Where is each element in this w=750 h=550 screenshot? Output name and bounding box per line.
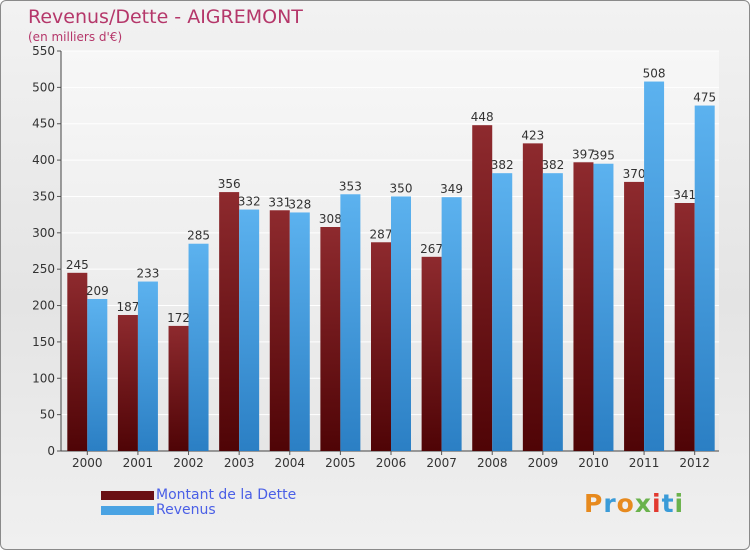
x-tick-label: 2002 xyxy=(173,456,204,470)
data-label-dette: 308 xyxy=(319,212,342,226)
bar-dette xyxy=(522,143,543,451)
bar-dette xyxy=(421,256,442,451)
bar-dette xyxy=(320,227,341,451)
y-tick-label: 400 xyxy=(32,153,55,167)
x-tick-label: 2004 xyxy=(274,456,305,470)
y-tick-label: 350 xyxy=(32,189,55,203)
bar-revenus xyxy=(239,209,260,451)
data-label-revenus: 382 xyxy=(541,158,564,172)
bar-revenus xyxy=(542,173,563,451)
bar-revenus xyxy=(593,163,614,451)
data-label-revenus: 233 xyxy=(136,267,159,281)
data-label-revenus: 349 xyxy=(440,182,463,196)
data-label-dette: 267 xyxy=(420,242,443,256)
y-tick-label: 150 xyxy=(32,335,55,349)
x-tick-label: 2001 xyxy=(123,456,154,470)
bar-revenus xyxy=(340,194,361,452)
logo-letter: i xyxy=(674,489,685,518)
bar-dette xyxy=(168,325,189,451)
proxiti-logo: Proxiti xyxy=(584,489,684,518)
legend-label-dette: Montant de la Dette xyxy=(156,487,297,503)
data-label-dette: 356 xyxy=(218,177,241,191)
y-tick-label: 0 xyxy=(47,444,55,458)
bar-revenus xyxy=(391,196,411,451)
data-label-dette: 187 xyxy=(116,300,139,314)
bar-revenus xyxy=(694,105,715,451)
x-tick-label: 2012 xyxy=(679,456,710,470)
y-tick-label: 250 xyxy=(32,262,55,276)
logo-letter: x xyxy=(634,489,652,518)
x-tick-label: 2008 xyxy=(477,456,508,470)
bar-dette xyxy=(117,315,138,451)
y-tick-label: 550 xyxy=(32,44,55,58)
data-label-dette: 172 xyxy=(167,311,190,325)
bar-dette xyxy=(219,192,240,451)
x-tick-label: 2011 xyxy=(629,456,660,470)
x-tick-label: 2007 xyxy=(426,456,457,470)
bar-dette xyxy=(269,210,290,451)
chart-subtitle: (en milliers d'€) xyxy=(28,30,123,44)
y-tick-label: 50 xyxy=(40,408,55,422)
legend-swatch-dette xyxy=(101,491,154,500)
bar-dette xyxy=(472,125,493,451)
y-tick-label: 300 xyxy=(32,226,55,240)
x-tick-label: 2010 xyxy=(578,456,609,470)
x-tick-label: 2006 xyxy=(376,456,407,470)
data-label-dette: 341 xyxy=(673,188,696,202)
data-label-dette: 245 xyxy=(66,258,89,272)
x-tick-label: 2009 xyxy=(528,456,559,470)
logo-letter: o xyxy=(616,489,635,518)
data-label-revenus: 209 xyxy=(86,284,109,298)
data-label-revenus: 395 xyxy=(592,149,615,163)
bar-dette xyxy=(624,181,645,451)
x-tick-label: 2000 xyxy=(72,456,103,470)
bar-revenus xyxy=(137,281,158,451)
data-label-revenus: 353 xyxy=(339,179,362,193)
bar-revenus xyxy=(441,197,462,451)
data-label-revenus: 328 xyxy=(288,197,311,211)
x-tick-label: 2005 xyxy=(325,456,356,470)
y-tick-label: 100 xyxy=(32,371,55,385)
data-label-dette: 423 xyxy=(521,128,544,142)
bar-revenus xyxy=(492,173,513,451)
data-label-dette: 448 xyxy=(471,110,494,124)
data-label-revenus: 350 xyxy=(390,181,413,195)
bar-revenus xyxy=(188,243,209,451)
bar-revenus xyxy=(644,81,665,451)
logo-letter: P xyxy=(584,489,604,518)
bar-dette xyxy=(67,272,88,451)
data-label-dette: 331 xyxy=(268,195,291,209)
data-label-revenus: 285 xyxy=(187,229,210,243)
logo-letter: r xyxy=(603,489,617,518)
bar-revenus xyxy=(87,299,108,451)
bar-dette xyxy=(573,162,594,452)
data-label-dette: 287 xyxy=(370,227,393,241)
logo-letter: t xyxy=(661,489,675,518)
data-label-revenus: 475 xyxy=(693,91,716,105)
data-label-revenus: 332 xyxy=(238,195,261,209)
bar-revenus xyxy=(289,212,310,451)
data-label-dette: 397 xyxy=(572,147,595,161)
data-label-revenus: 382 xyxy=(491,158,514,172)
y-tick-label: 450 xyxy=(32,117,55,131)
logo-letter: i xyxy=(652,489,662,518)
legend-swatch-revenus xyxy=(101,506,154,515)
bar-dette xyxy=(674,203,695,451)
legend-label-revenus: Revenus xyxy=(156,502,216,518)
y-tick-label: 200 xyxy=(32,299,55,313)
data-label-revenus: 508 xyxy=(643,67,666,81)
data-label-dette: 370 xyxy=(623,167,646,181)
chart-title: Revenus/Dette - AIGREMONT xyxy=(28,6,303,28)
x-tick-label: 2003 xyxy=(224,456,255,470)
bar-dette xyxy=(371,242,391,451)
y-tick-label: 500 xyxy=(32,80,55,94)
